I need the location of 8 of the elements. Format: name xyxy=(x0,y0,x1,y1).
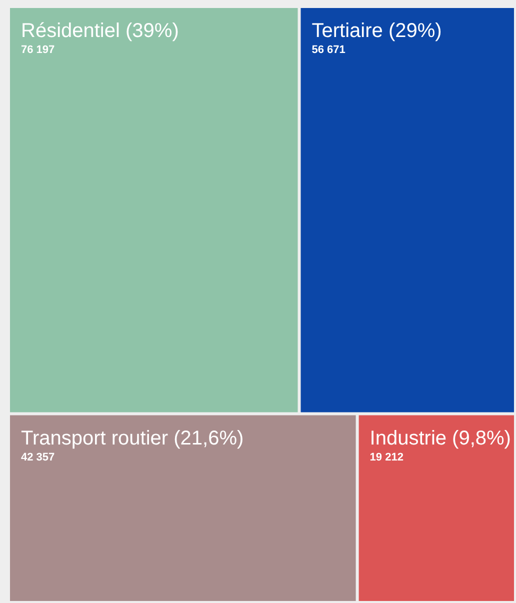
category-label: Résidentiel (39%) xyxy=(21,20,179,42)
data-label: 42 357 xyxy=(21,451,55,464)
data-label: 76 197 xyxy=(21,44,55,56)
category-label: Transport routier (21,6%) xyxy=(21,427,244,450)
category-label: Tertiaire (29%) xyxy=(312,20,442,42)
data-label: 19 212 xyxy=(370,451,404,464)
category-label: Industrie (9,8%) xyxy=(370,427,511,450)
data-label: 56 671 xyxy=(312,44,346,56)
